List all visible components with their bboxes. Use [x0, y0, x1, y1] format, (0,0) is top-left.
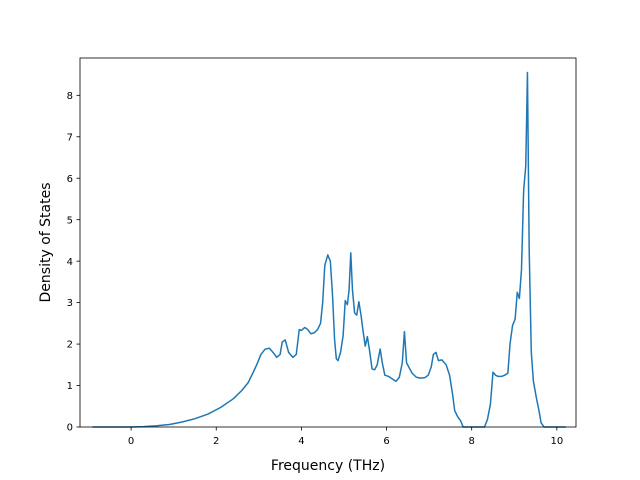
y-tick-label: 7	[67, 132, 73, 143]
dos-series-line	[92, 71, 567, 428]
y-tick-label: 0	[67, 423, 73, 434]
x-tick-label: 6	[383, 436, 389, 447]
x-tick-label: 10	[550, 436, 563, 447]
x-tick-label: 4	[298, 436, 304, 447]
y-tick-label: 8	[67, 91, 73, 102]
plot-frame	[79, 57, 577, 428]
x-tick-label: 0	[128, 436, 134, 447]
y-tick-label: 5	[67, 215, 73, 226]
x-axis-label: Frequency (THz)	[271, 458, 385, 474]
y-tick-label: 6	[67, 174, 73, 185]
y-tick-label: 2	[67, 340, 73, 351]
y-axis-label: Density of States	[38, 183, 54, 303]
y-tick-label: 3	[67, 298, 73, 309]
x-tick-label: 8	[469, 436, 475, 447]
x-axis-ticks: 0 2 4 6 8 10	[128, 427, 563, 447]
y-axis-ticks: 0 1 2 3 4 5 6 7 8	[67, 91, 80, 434]
y-tick-label: 1	[67, 381, 73, 392]
plot-area	[80, 58, 576, 427]
y-tick-label: 4	[67, 257, 73, 268]
x-tick-label: 2	[213, 436, 219, 447]
